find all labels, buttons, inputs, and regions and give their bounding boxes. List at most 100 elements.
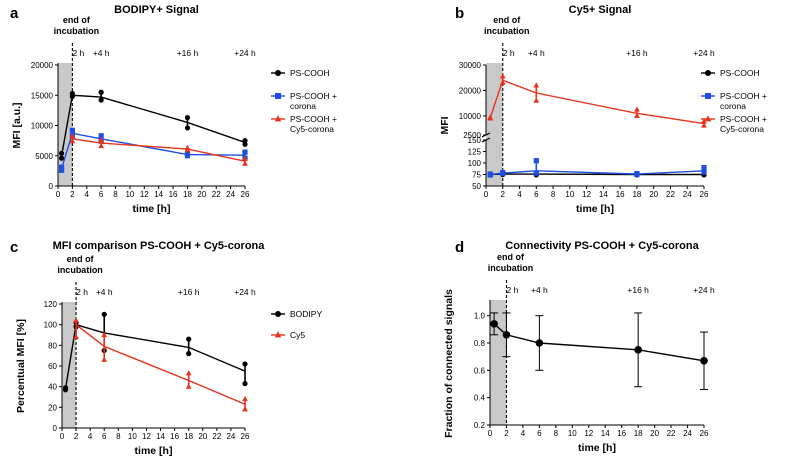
data-point: [500, 170, 506, 176]
data-point: [58, 164, 65, 170]
data-point: [184, 144, 191, 150]
x-tick-label: 20: [198, 432, 207, 441]
y-tick-label: 75: [472, 171, 481, 180]
x-tick-label: 8: [554, 429, 559, 438]
x-tick-label: 22: [666, 190, 675, 199]
x-tick-label: 26: [241, 432, 250, 441]
data-point: [58, 150, 65, 156]
y-tick-label: 5000: [35, 152, 53, 161]
legend-marker: [275, 311, 281, 317]
x-tick-label: 2: [501, 190, 506, 199]
panel-c: c MFI comparison PS-COOH + Cy5-corona end …: [10, 239, 322, 456]
x-tick-label: 10: [125, 190, 134, 199]
incubation-label-line1: end of: [493, 15, 521, 25]
x-tick-label: 4: [88, 432, 93, 441]
incubation-label-line2: incubation: [57, 265, 103, 275]
x-tick-label: 16: [616, 190, 625, 199]
timepoint-label: 2 h: [76, 287, 88, 297]
timepoint-label: +24 h: [234, 287, 256, 297]
data-point: [101, 331, 108, 338]
data-point: [533, 82, 540, 88]
data-point: [184, 125, 191, 131]
data-point: [98, 89, 104, 95]
y-tick-label: 40: [48, 383, 57, 392]
data-point: [184, 150, 191, 156]
data-point: [499, 79, 506, 85]
legend-label: Cy5-corona: [290, 124, 334, 134]
data-point: [533, 170, 539, 176]
axis-break-mark: [481, 132, 491, 138]
data-point: [701, 118, 707, 124]
x-tick-label: 26: [700, 190, 709, 199]
y-axis-label: MFI: [439, 116, 451, 134]
data-point: [101, 311, 107, 317]
timepoint-label: +16 h: [627, 285, 649, 295]
data-point: [242, 155, 248, 161]
y-axis-label: MFI [a.u.]: [11, 102, 23, 148]
x-tick-label: 4: [517, 190, 522, 199]
legend-marker: [275, 93, 281, 99]
series-line: [60, 132, 246, 169]
chart-title: BODIPY+ Signal: [114, 4, 199, 16]
incubation-label-line1: end of: [67, 254, 95, 264]
x-tick-label: 18: [183, 190, 192, 199]
timepoint-label: +16 h: [178, 287, 200, 297]
x-tick-label: 0: [60, 432, 65, 441]
data-point: [69, 127, 75, 133]
x-tick-label: 12: [582, 190, 591, 199]
y-axis-label: Percentual MFI [%]: [15, 319, 27, 413]
x-tick-label: 20: [650, 429, 659, 438]
y-tick-label: 125: [468, 148, 482, 157]
legend: BODIPY Cy5: [271, 309, 322, 340]
x-tick-label: 12: [142, 432, 151, 441]
x-tick-label: 14: [601, 429, 610, 438]
panel-letter: b: [455, 5, 464, 22]
legend-label: Cy5-corona: [720, 124, 764, 134]
data-point: [242, 380, 248, 387]
x-tick-label: 22: [212, 190, 221, 199]
x-tick-label: 2: [504, 429, 509, 438]
data-point: [101, 356, 108, 362]
x-tick-label: 14: [156, 432, 165, 441]
data-point: [242, 361, 248, 367]
x-tick-label: 6: [99, 190, 104, 199]
x-tick-label: 18: [634, 429, 643, 438]
timepoint-label: +24 h: [693, 48, 715, 58]
data-point: [701, 165, 707, 171]
y-tick-label: 20000: [31, 61, 54, 70]
timepoint-label: +4 h: [528, 48, 545, 58]
series-line: [489, 79, 705, 125]
y-tick-label: 2500: [463, 131, 481, 140]
data-point: [184, 115, 191, 121]
timepoint-label: +24 h: [234, 48, 256, 58]
x-tick-label: 10: [565, 190, 574, 199]
chart-title: Cy5+ Signal: [569, 4, 632, 16]
series-1: [487, 158, 707, 178]
data-point: [487, 171, 493, 177]
timepoint-label: +4 h: [531, 285, 548, 295]
y-tick-label: 60: [48, 362, 57, 371]
x-tick-label: 10: [128, 432, 137, 441]
y-tick-label: 100: [44, 321, 58, 330]
series-2: [69, 133, 248, 166]
data-point: [73, 317, 79, 323]
x-tick-label: 2: [74, 432, 79, 441]
data-point: [185, 383, 192, 389]
series-line: [64, 323, 246, 389]
chart-title: Connectivity PS-COOH + Cy5-corona: [505, 240, 699, 252]
timepoint-label: +24 h: [693, 285, 715, 295]
y-tick-label: 20: [48, 403, 57, 412]
panel-letter: a: [10, 5, 19, 22]
legend-marker: [705, 70, 711, 76]
legend-label: corona: [290, 101, 316, 111]
legend-label: corona: [720, 101, 746, 111]
incubation-shading: [490, 300, 507, 425]
panel-letter: c: [10, 239, 18, 256]
y-tick-label: 0.6: [474, 366, 486, 375]
x-tick-label: 16: [170, 432, 179, 441]
series-line: [75, 324, 246, 405]
y-tick-label: 0.4: [474, 394, 486, 403]
incubation-label-line2: incubation: [54, 26, 100, 36]
y-axis-label: Fraction of connected signals: [443, 289, 455, 438]
